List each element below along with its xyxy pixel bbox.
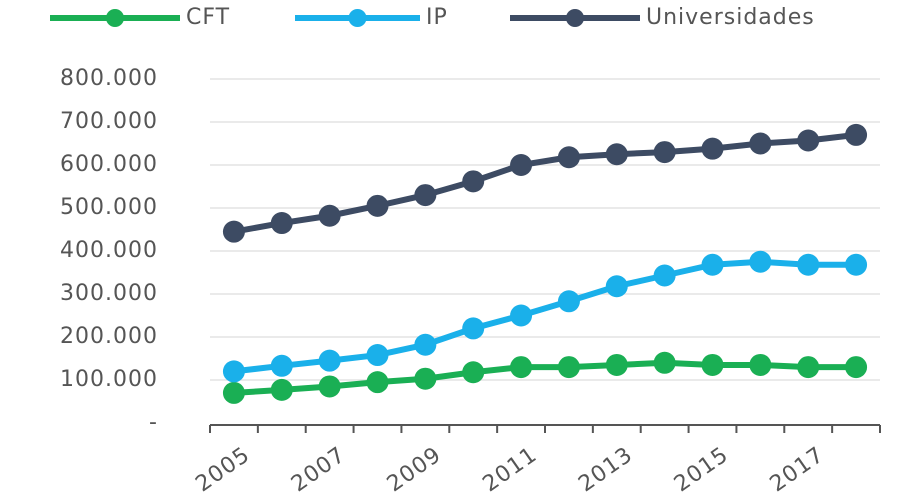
data-point xyxy=(318,204,341,227)
data-point xyxy=(366,194,389,217)
x-tick-label: 2017 xyxy=(766,442,829,497)
x-tick-label: 2013 xyxy=(574,442,637,497)
data-point xyxy=(270,212,293,235)
data-point xyxy=(222,381,245,404)
legend-label: IP xyxy=(426,5,448,30)
legend-label: Universidades xyxy=(646,5,815,30)
data-point xyxy=(749,250,772,273)
y-tick-label: 700.000 xyxy=(60,109,158,134)
x-tick-label: 2007 xyxy=(287,442,350,497)
data-point xyxy=(462,317,485,340)
data-point xyxy=(701,137,724,160)
x-tick-label: 2009 xyxy=(383,442,446,497)
data-point xyxy=(270,354,293,377)
x-tick-label: 2015 xyxy=(670,442,733,497)
x-tick-label: 2005 xyxy=(191,442,254,497)
y-tick-label: 100.000 xyxy=(60,367,158,392)
y-tick-label: 300.000 xyxy=(60,281,158,306)
y-tick-label: 200.000 xyxy=(60,324,158,349)
data-point xyxy=(845,356,868,379)
data-point xyxy=(366,371,389,394)
data-point xyxy=(270,378,293,401)
data-point xyxy=(510,356,533,379)
data-point xyxy=(462,361,485,384)
data-point xyxy=(318,375,341,398)
data-point xyxy=(701,253,724,276)
data-point xyxy=(605,275,628,298)
y-tick-label: 800.000 xyxy=(60,66,158,91)
data-point xyxy=(845,253,868,276)
data-point xyxy=(557,290,580,313)
data-point xyxy=(557,146,580,169)
data-point xyxy=(605,143,628,166)
x-tick-label: 2011 xyxy=(478,442,541,497)
data-point xyxy=(749,132,772,155)
legend-label: CFT xyxy=(186,5,230,30)
data-point xyxy=(557,356,580,379)
data-point xyxy=(318,349,341,372)
data-point xyxy=(462,170,485,193)
data-point xyxy=(366,344,389,367)
y-tick-label: 500.000 xyxy=(60,195,158,220)
data-point xyxy=(510,304,533,327)
data-point xyxy=(414,184,437,207)
data-point xyxy=(222,220,245,243)
y-tick-label: 600.000 xyxy=(60,152,158,177)
data-point xyxy=(749,353,772,376)
data-point xyxy=(701,353,724,376)
data-point xyxy=(797,253,820,276)
y-tick-label: 400.000 xyxy=(60,238,158,263)
data-point xyxy=(414,333,437,356)
legend-marker xyxy=(106,9,124,27)
data-point xyxy=(797,129,820,152)
data-point xyxy=(653,351,676,374)
data-point xyxy=(845,123,868,146)
data-point xyxy=(414,367,437,390)
data-point xyxy=(605,353,628,376)
data-point xyxy=(797,356,820,379)
data-point xyxy=(653,264,676,287)
data-point xyxy=(510,154,533,176)
y-tick-label: - xyxy=(149,410,158,435)
legend-marker xyxy=(566,9,584,27)
data-point xyxy=(653,141,676,164)
data-point xyxy=(222,360,245,383)
legend-marker xyxy=(348,9,367,27)
